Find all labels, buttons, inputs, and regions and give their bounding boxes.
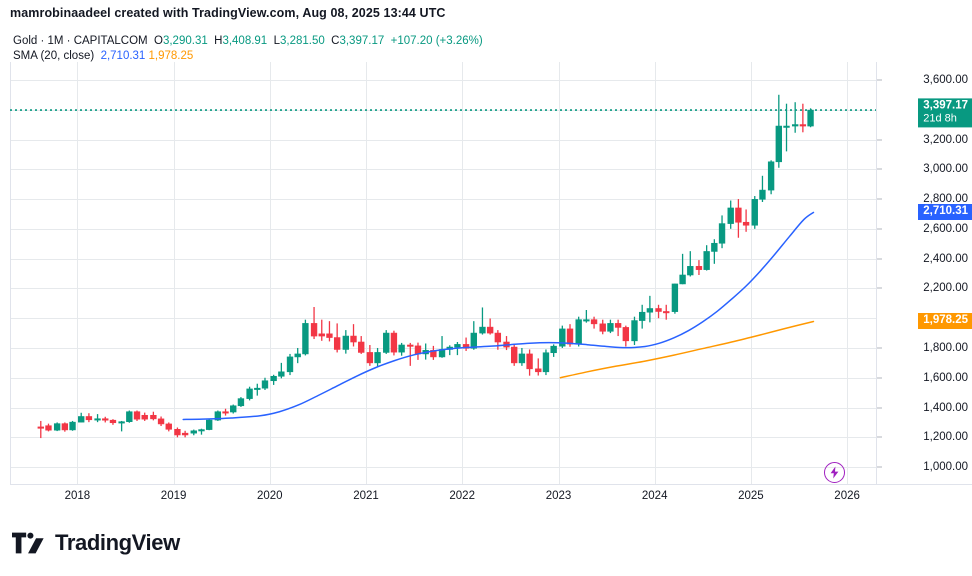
gridline-vertical: [462, 62, 464, 485]
legend-high-label: H: [214, 35, 223, 47]
price-tick-label: 3,000.00: [923, 163, 968, 176]
gridline-vertical: [366, 62, 367, 485]
legend-low-value: 3,281.50: [280, 35, 325, 47]
price-tick-label: 3,600.00: [923, 73, 968, 86]
gridline-horizontal: [10, 467, 876, 469]
time-tick-label: 2026: [834, 490, 860, 502]
gridline-horizontal: [10, 139, 876, 141]
gridline-horizontal: [10, 169, 876, 171]
time-tick-label: 2022: [449, 490, 475, 502]
gridline-horizontal: [10, 348, 876, 349]
legend-sma-name[interactable]: SMA (20, close): [13, 50, 95, 62]
price-tick-label: 1,000.00: [923, 461, 968, 474]
gridline-vertical: [558, 62, 560, 485]
price-tick-mark: [876, 228, 882, 230]
price-tick-label: 2,400.00: [923, 252, 968, 265]
time-tick-label: 2018: [64, 490, 91, 502]
price-tick-mark: [876, 287, 882, 289]
price-tick-mark: [876, 168, 882, 170]
legend-change-percent: (+3.26%): [435, 35, 483, 47]
gridline-horizontal: [10, 437, 876, 439]
price-tick-label: 3,200.00: [923, 133, 968, 146]
price-scale[interactable]: 3,600.00 3,200.00 3,000.00 2,800.00 2,600.00…: [876, 62, 972, 485]
time-tick-label: 2020: [257, 490, 283, 502]
gridline-horizontal: [10, 228, 876, 230]
time-tick-label: 2024: [641, 490, 668, 502]
chart-plot-area[interactable]: [10, 62, 876, 485]
gridline-horizontal: [10, 109, 876, 111]
price-tick-mark: [876, 198, 882, 200]
chart-legend: Gold · 1M · CAPITALCOM O3,290.31 H3,408.…: [13, 34, 483, 64]
last-price-badge-countdown: 21d 8h: [923, 112, 957, 125]
legend-high-value: 3,408.91: [222, 35, 268, 47]
gridline-vertical: [173, 62, 175, 485]
price-tick-mark: [876, 377, 882, 379]
legend-close-label: C: [331, 35, 340, 47]
legend-open-value: 3,290.31: [162, 35, 208, 47]
time-scale-separator: [10, 484, 972, 485]
gridline-horizontal: [10, 377, 876, 379]
legend-low-label: L: [273, 35, 280, 47]
tradingview-brand-text: TradingView: [55, 530, 180, 555]
gridline-horizontal: [10, 79, 876, 81]
sma-line-1: [182, 211, 815, 421]
gridline-horizontal: [10, 288, 876, 290]
time-tick-label: 2019: [160, 490, 187, 502]
gridline-vertical: [77, 62, 79, 485]
time-tick-label: 2021: [353, 490, 379, 502]
price-tick-label: 2,200.00: [923, 282, 968, 295]
gridline-horizontal: [10, 199, 876, 200]
price-tick-mark: [876, 436, 882, 438]
gridline-vertical: [654, 62, 656, 485]
price-tick-mark: [876, 79, 882, 81]
legend-sma-value-2: 1,978.25: [148, 50, 194, 62]
price-tick-mark: [876, 258, 882, 260]
gridline-vertical: [750, 62, 752, 485]
price-tick-mark: [876, 139, 882, 140]
gridline-horizontal: [10, 407, 876, 409]
legend-sma-row: SMA (20, close) 2,710.31 1,978.25: [13, 49, 483, 64]
price-tick-label: 2,600.00: [923, 222, 968, 235]
chart-series-layer: [10, 94, 876, 439]
price-tick-label: 1,400.00: [923, 401, 968, 414]
price-tick-label: 2,800.00: [923, 193, 968, 205]
time-tick-label: 2025: [738, 490, 764, 502]
time-tick-label: 2023: [545, 490, 572, 502]
last-price-badge-value: 3,397.17: [923, 99, 968, 112]
price-tick-mark: [876, 466, 882, 468]
plot-left-border: [10, 62, 11, 485]
lightning-bolt-icon[interactable]: [824, 462, 845, 483]
tradingview-logo-icon: [12, 532, 44, 554]
time-scale[interactable]: 2018 2019 2020 2021 2022 2023 2024 2025 2026: [10, 485, 876, 509]
legend-sma-value-1: 2,710.31: [100, 50, 146, 62]
price-tick-label: 1,600.00: [923, 371, 968, 384]
candlestick-series: [37, 94, 814, 439]
legend-close-value: 3,397.17: [339, 35, 385, 47]
gridline-vertical: [847, 62, 849, 485]
price-tick-mark: [876, 407, 882, 408]
last-price-badge[interactable]: 3,397.17 21d 8h: [918, 98, 972, 128]
sma-fast-price-badge[interactable]: 2,710.31: [918, 204, 972, 221]
legend-ohlc-row: Gold · 1M · CAPITALCOM O3,290.31 H3,408.…: [13, 34, 483, 49]
gridline-vertical: [269, 62, 271, 485]
price-tick-label: 1,200.00: [923, 431, 968, 444]
gridline-horizontal: [10, 318, 876, 320]
attribution-text: mamrobinaadeel created with TradingView.…: [10, 6, 446, 20]
legend-symbol[interactable]: Gold · 1M · CAPITALCOM: [13, 35, 148, 47]
gridline-horizontal: [10, 258, 876, 260]
sma-slow-price-badge[interactable]: 1,978.25: [918, 313, 972, 330]
legend-open-label: O: [154, 35, 163, 47]
legend-change-value: +107.20: [390, 35, 433, 47]
price-scale-separator: [876, 62, 877, 485]
tradingview-footer: TradingView: [12, 530, 180, 556]
sma-line-2: [559, 320, 815, 379]
price-tick-label: 1,800.00: [923, 342, 968, 354]
price-tick-mark: [876, 347, 882, 349]
